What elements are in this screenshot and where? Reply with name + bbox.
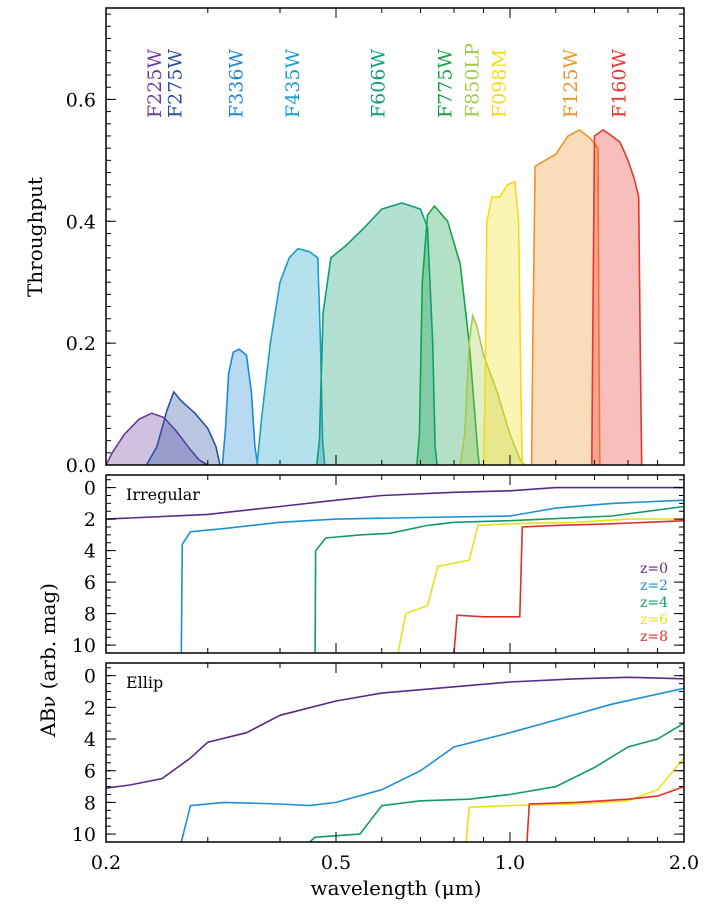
band-curve-f225w (105, 412, 209, 466)
band-fill-f098m (483, 181, 523, 465)
sed-line-2-z0 (105, 676, 685, 789)
y-tick-label: 2 (84, 697, 96, 719)
legend-item-z4: z=4 (640, 595, 668, 611)
sed-line-1-z4 (314, 505, 685, 654)
y-tick-label: 8 (84, 604, 96, 626)
y-tick-label: 0.0 (66, 455, 96, 477)
band-curve-f160w (591, 128, 643, 466)
band-fill-f225w (106, 413, 208, 465)
band-label-f098m: F098M (488, 49, 510, 118)
band-curve-f850lp (459, 312, 526, 466)
band-label-f336w: F336W (226, 49, 248, 118)
y-tick-label: 0 (84, 666, 96, 688)
sed-line-2-z6 (465, 757, 685, 843)
x-tick-label: 2.0 (669, 852, 699, 874)
band-label-f275w: F275W (165, 49, 187, 118)
x-tick-label: 1.0 (495, 852, 525, 874)
legend-item-z8: z=8 (640, 629, 668, 645)
sed-line-2-z8 (526, 785, 685, 843)
wavelength-axis-label: wavelength (μm) (311, 876, 482, 900)
plot-frame (105, 7, 685, 466)
legend-item-z6: z=6 (640, 612, 668, 628)
y-tick-label: 2 (84, 509, 96, 531)
sed-line-1-z8 (453, 519, 685, 654)
band-fill-f125w (531, 129, 600, 465)
y-tick-label: 6 (84, 572, 96, 594)
sed-line-2-z2 (180, 687, 685, 843)
y-tick-label: 10 (72, 635, 96, 657)
band-fill-f850lp (460, 315, 525, 465)
sed-line-1-z6 (397, 518, 684, 654)
irregular-panel: 0 2 4 6 8 10 Irregular z=0z=2z=4z=6z=8 (72, 474, 685, 657)
band-curve-f336w (221, 348, 259, 466)
y-tick-label: 6 (84, 761, 96, 783)
y-tick-label: 0 (84, 478, 96, 500)
panel-title: Ellip (126, 673, 163, 692)
band-fill-f160w (591, 129, 642, 465)
sed-line-1-z2 (180, 499, 685, 654)
band-curve-f606w (315, 202, 438, 466)
throughput-axis-label: Throughput (23, 177, 47, 297)
band-label-f775w: F775W (434, 49, 456, 118)
band-curve-f775w (416, 204, 481, 466)
band-label-f606w: F606W (368, 49, 390, 118)
y-tick-label: 0.2 (66, 333, 96, 355)
band-label-f160w: F160W (608, 49, 630, 118)
sed-line-1-z0 (105, 486, 684, 520)
band-curve-f125w (530, 128, 601, 466)
band-label-f225w: F225W (144, 49, 166, 118)
y-tick-label: 8 (84, 792, 96, 814)
y-tick-label: 4 (84, 729, 96, 751)
legend-item-z0: z=0 (640, 561, 668, 577)
band-fill-f606w (316, 203, 438, 465)
y-tick-label: 0.6 (66, 89, 96, 111)
band-curve-f275w (145, 390, 221, 466)
sed-line-2-z4 (309, 722, 685, 843)
ellip-panel: 0 2 4 6 8 10 Ellip 0.2 0.5 1.0 2.0 (72, 662, 699, 874)
y-tick-label: 4 (84, 541, 96, 563)
band-curve-f098m (482, 180, 524, 466)
x-tick-label: 0.5 (321, 852, 351, 874)
y-tick-label: 0.4 (66, 211, 96, 233)
panel-title: Irregular (126, 485, 200, 504)
x-tick-label: 0.2 (91, 852, 121, 874)
plot-frame (105, 474, 685, 654)
band-fill-f275w (146, 391, 220, 465)
band-label-f435w: F435W (282, 49, 304, 118)
magnitude-axis-label: ABν (arb. mag) (36, 583, 60, 738)
band-label-f850lp: F850LP (461, 43, 483, 118)
band-fill-f775w (416, 206, 480, 465)
band-fill-f435w (257, 248, 325, 465)
band-label-f125w: F125W (560, 49, 582, 118)
legend-item-z2: z=2 (640, 578, 668, 594)
y-tick-label: 10 (72, 824, 96, 846)
plot-frame (105, 662, 685, 843)
